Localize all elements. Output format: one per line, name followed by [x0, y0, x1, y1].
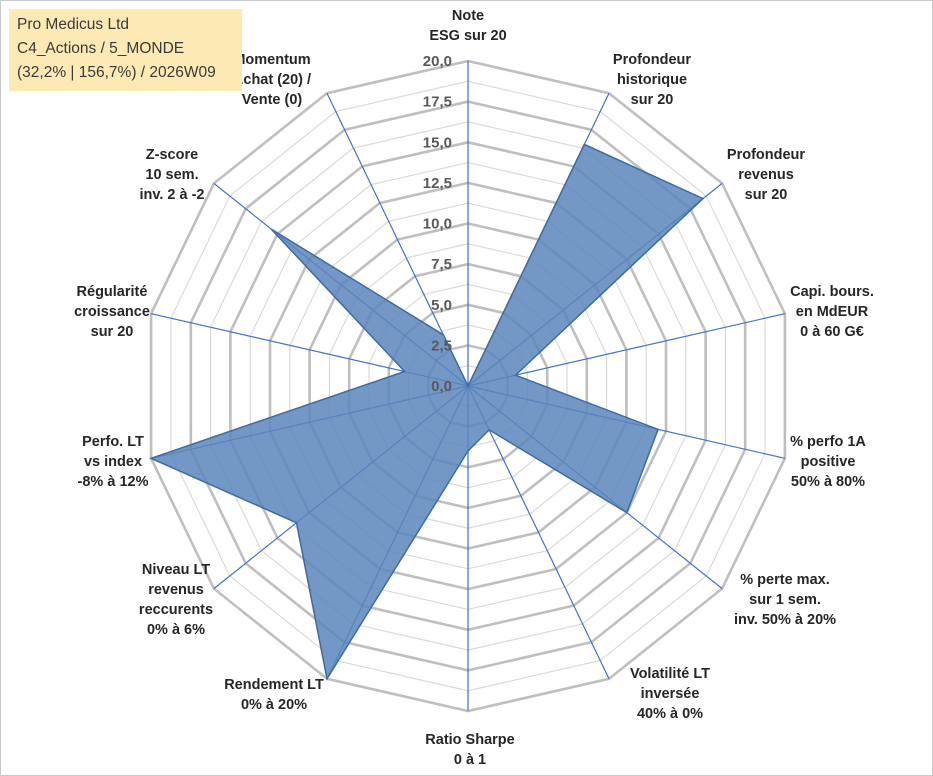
axis-label: Note ESG sur 20	[429, 8, 506, 44]
axis-label-line: 0 à 1	[454, 752, 486, 768]
axis-label-line: Achat (20) /	[233, 72, 311, 88]
company-name: Pro Medicus Ltd	[17, 16, 129, 33]
axis-label-line: sur 20	[745, 187, 788, 203]
axis-label-line: Vente (0)	[242, 92, 303, 108]
stats-label: (32,2% | 156,7%) / 2026W09	[17, 64, 216, 81]
tick-label: 2,5	[431, 337, 452, 354]
axis-label: Rendement LT 0% à 20%	[224, 677, 324, 713]
axis-label-line: inversée	[641, 686, 700, 702]
tick-labels: 0,0 2,5 5,0 7,5 10,0 12,5 15,0 17,5 20,0	[423, 53, 452, 395]
axis-label: Régularité croissance sur 20	[74, 284, 150, 340]
axis-label-line: ESG sur 20	[429, 28, 506, 44]
axis-label: Niveau LT revenus reccurents 0% à 6%	[139, 562, 213, 638]
axis-label-line: sur 20	[91, 324, 134, 340]
axis-label-line: en MdEUR	[796, 304, 869, 320]
axis-label-line: Z-score	[146, 147, 198, 163]
axis-label-line: Volatilité LT	[630, 666, 710, 682]
axis-label-line: revenus	[738, 167, 794, 183]
axis-label: % perfo 1A positive 50% à 80%	[790, 434, 866, 490]
axis-label: % perte max. sur 1 sem. inv. 50% à 20%	[734, 572, 836, 628]
tick-label: 20,0	[423, 53, 452, 70]
axis-label-line: % perte max.	[740, 572, 829, 588]
axis-label-line: Rendement LT	[224, 677, 324, 693]
axis-label-line: 0 à 60 G€	[800, 324, 864, 340]
axis-label-line: inv. 2 à -2	[139, 187, 204, 203]
axis-label-line: Niveau LT	[142, 562, 210, 578]
tick-label: 17,5	[423, 94, 452, 111]
axis-label-line: sur 20	[631, 92, 674, 108]
axis-spoke	[467, 313, 786, 387]
info-box: Pro Medicus Ltd C4_Actions / 5_MONDE (32…	[9, 9, 242, 91]
axis-label-line: -8% à 12%	[78, 474, 149, 490]
axis-label-line: Perfo. LT	[82, 434, 144, 450]
axis-label-line: croissance	[74, 304, 150, 320]
axis-label-line: sur 1 sem.	[749, 592, 821, 608]
axis-label-line: 0% à 20%	[241, 697, 307, 713]
tick-label: 7,5	[431, 256, 452, 273]
axis-label-line: Ratio Sharpe	[425, 732, 514, 748]
axis-label: Profondeur revenus sur 20	[727, 147, 805, 203]
axis-label-line: Capi. bours.	[790, 284, 874, 300]
tick-label: 0,0	[431, 378, 452, 395]
axis-label-line: Note	[452, 8, 484, 24]
tick-label: 5,0	[431, 297, 452, 314]
axis-label: Momentum Achat (20) / Vente (0)	[233, 52, 311, 108]
axis-label: Z-score 10 sem. inv. 2 à -2	[139, 147, 204, 203]
axis-label-line: inv. 50% à 20%	[734, 612, 836, 628]
tick-label: 15,0	[423, 134, 452, 151]
axis-label-line: 10 sem.	[145, 167, 198, 183]
axis-label-line: 40% à 0%	[637, 706, 703, 722]
axis-label-line: 0% à 6%	[147, 622, 205, 638]
axis-label: Perfo. LT vs index -8% à 12%	[78, 434, 149, 490]
category-label: C4_Actions / 5_MONDE	[17, 40, 185, 57]
axis-label-line: historique	[617, 72, 687, 88]
axis-label: Volatilité LT inversée 40% à 0%	[630, 666, 710, 722]
axis-label-line: reccurents	[139, 602, 213, 618]
axis-labels: Note ESG sur 20 Profondeur historique sur 20…	[74, 8, 874, 768]
axis-label-line: positive	[801, 454, 856, 470]
axis-label-line: Profondeur	[613, 52, 691, 68]
axis-label-line: Régularité	[77, 284, 148, 300]
axis-label-line: Profondeur	[727, 147, 805, 163]
axis-label: Capi. bours. en MdEUR 0 à 60 G€	[790, 284, 874, 340]
axis-label-line: % perfo 1A	[790, 434, 866, 450]
axis-label-line: vs index	[84, 454, 142, 470]
axis-label-line: revenus	[148, 582, 204, 598]
axis-label: Ratio Sharpe 0 à 1	[425, 732, 514, 768]
tick-label: 12,5	[423, 175, 452, 192]
tick-label: 10,0	[423, 216, 452, 233]
data-series	[149, 143, 705, 681]
axis-spoke	[467, 385, 610, 680]
axis-label-line: 50% à 80%	[791, 474, 865, 490]
axis-label: Profondeur historique sur 20	[613, 52, 691, 108]
axis-label-line: Momentum	[233, 52, 310, 68]
